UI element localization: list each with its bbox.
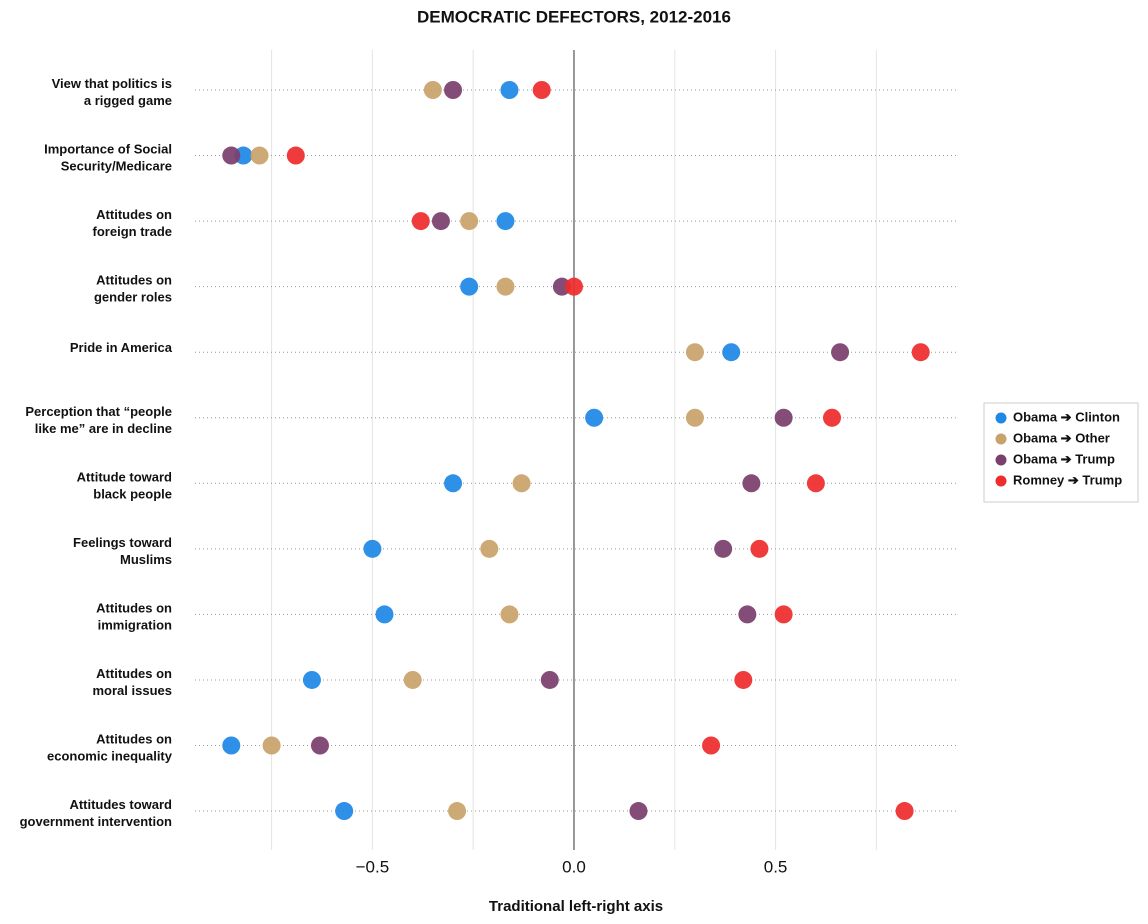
category-label: Attitudes on foreign trade bbox=[93, 208, 173, 240]
dot bbox=[564, 277, 583, 296]
chart-title: DEMOCRATIC DEFECTORS, 2012-2016 bbox=[417, 7, 731, 26]
category-line: foreign trade bbox=[93, 225, 172, 240]
dot bbox=[262, 736, 281, 755]
category-line: immigration bbox=[98, 618, 172, 633]
category-label: Perception that “people like me” are in d… bbox=[25, 404, 172, 436]
dot bbox=[423, 81, 442, 99]
dot bbox=[911, 343, 930, 362]
dot bbox=[310, 736, 329, 755]
dot bbox=[722, 343, 741, 362]
category-line: Muslims bbox=[120, 552, 172, 567]
category-line: Attitudes on bbox=[96, 601, 172, 616]
category-label: Importance of Social Security/Medicare bbox=[44, 142, 172, 174]
legend-swatch bbox=[995, 475, 1007, 487]
legend-label: Obama ➔ Trump bbox=[1013, 451, 1115, 466]
category-line: Attitudes on bbox=[96, 208, 172, 223]
category-line: Security/Medicare bbox=[61, 159, 172, 174]
category-line: economic inequality bbox=[47, 749, 173, 764]
category-line: Attitudes toward bbox=[69, 797, 172, 812]
dot bbox=[806, 474, 825, 493]
dot bbox=[532, 81, 551, 99]
category-line: gender roles bbox=[94, 290, 172, 305]
category-label: Feelings toward Muslims bbox=[73, 535, 172, 567]
dot bbox=[895, 802, 914, 821]
dot bbox=[480, 539, 499, 558]
dot bbox=[250, 146, 269, 165]
category-label: Attitudes on gender roles bbox=[94, 273, 172, 305]
dot bbox=[774, 408, 793, 427]
dot bbox=[222, 146, 241, 165]
category-label: Attitudes toward government intervention bbox=[20, 797, 172, 829]
dot bbox=[460, 212, 479, 231]
legend-label: Romney ➔ Trump bbox=[1013, 472, 1122, 487]
dot bbox=[742, 474, 761, 493]
category-line: View that politics is bbox=[52, 76, 172, 91]
dot bbox=[629, 802, 648, 821]
dot bbox=[585, 408, 604, 427]
category-line: moral issues bbox=[93, 683, 173, 698]
dot bbox=[702, 736, 721, 755]
dot bbox=[448, 802, 467, 821]
dot bbox=[363, 539, 382, 558]
dot bbox=[500, 605, 519, 624]
dot bbox=[411, 212, 430, 231]
dot bbox=[750, 539, 769, 558]
dot bbox=[540, 670, 559, 689]
legend-box bbox=[983, 402, 1139, 503]
dot bbox=[302, 670, 321, 689]
category-label: Attitudes on economic inequality bbox=[47, 732, 173, 764]
dot bbox=[738, 605, 757, 624]
dot bbox=[460, 277, 479, 296]
category-line: like me” are in decline bbox=[35, 421, 172, 436]
category-line: Attitudes on bbox=[96, 732, 172, 747]
dot bbox=[685, 343, 704, 362]
category-label: Attitudes on moral issues bbox=[93, 666, 173, 698]
dot bbox=[444, 81, 463, 99]
dot bbox=[375, 605, 394, 624]
dot bbox=[685, 408, 704, 427]
dot bbox=[831, 343, 850, 362]
x-axis-label: Traditional left-right axis bbox=[489, 898, 663, 915]
category-line: Perception that “people bbox=[25, 404, 172, 419]
dot bbox=[335, 802, 354, 821]
legend-swatch bbox=[995, 412, 1007, 424]
category-label: View that politics is a rigged game bbox=[52, 76, 172, 108]
legend-label: Obama ➔ Other bbox=[1013, 430, 1110, 445]
x-tick-label: −0.5 bbox=[356, 857, 390, 876]
category-line: Attitudes on bbox=[96, 273, 172, 288]
legend-swatch bbox=[995, 433, 1007, 445]
dot bbox=[431, 212, 450, 231]
category-line: black people bbox=[93, 487, 172, 502]
x-tick-label: 0.0 bbox=[562, 857, 586, 876]
category-line: Attitude toward bbox=[77, 470, 172, 485]
dot bbox=[714, 539, 733, 558]
dot bbox=[286, 146, 305, 165]
dot bbox=[222, 736, 241, 755]
dot bbox=[444, 474, 463, 493]
category-line: Pride in America bbox=[70, 341, 173, 356]
dot bbox=[496, 212, 515, 231]
dot bbox=[512, 474, 531, 493]
category-label: Pride in America bbox=[70, 341, 173, 356]
dot bbox=[496, 277, 515, 296]
legend-label: Obama ➔ Clinton bbox=[1013, 409, 1120, 424]
dot bbox=[734, 670, 753, 689]
category-line: Importance of Social bbox=[44, 142, 172, 157]
legend-swatch bbox=[995, 454, 1007, 466]
category-line: government intervention bbox=[20, 814, 172, 829]
category-label: Attitude toward black people bbox=[77, 470, 172, 502]
dot bbox=[774, 605, 793, 624]
category-line: Feelings toward bbox=[73, 535, 172, 550]
category-line: a rigged game bbox=[84, 93, 172, 108]
category-line: Attitudes on bbox=[96, 666, 172, 681]
category-label: Attitudes on immigration bbox=[96, 601, 172, 633]
x-tick-label: 0.5 bbox=[764, 857, 788, 876]
dot bbox=[500, 81, 519, 99]
dot bbox=[403, 670, 422, 689]
dot bbox=[823, 408, 842, 427]
